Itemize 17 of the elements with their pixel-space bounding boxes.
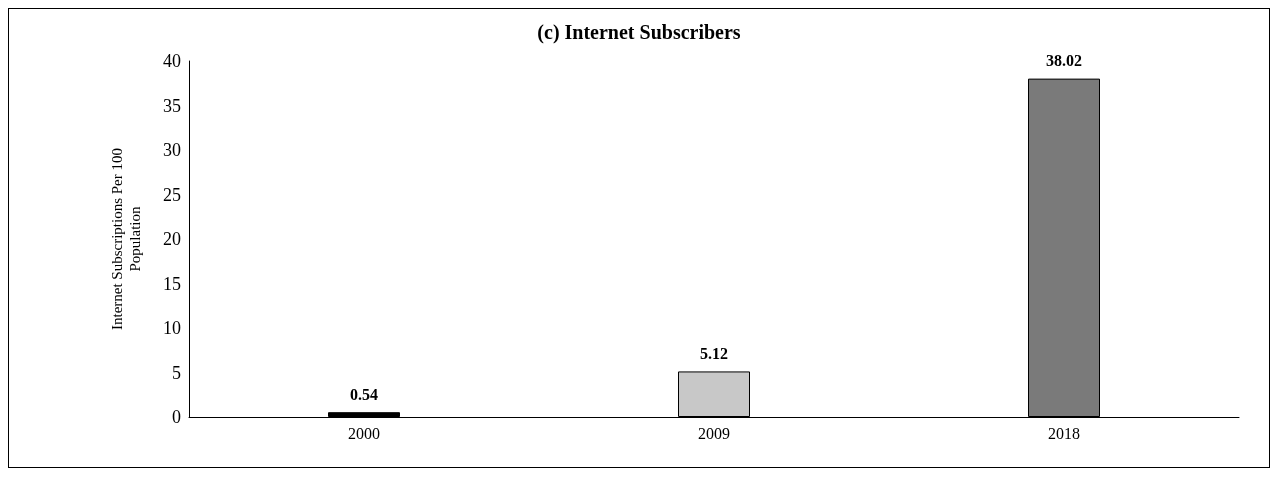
y-tick-label: 10 [163,318,181,338]
data-label: 38.02 [1046,52,1082,70]
data-label: 5.12 [700,344,728,362]
x-tick-label: 2000 [348,424,380,442]
y-tick-label: 35 [163,95,181,116]
y-tick-label: 5 [172,362,181,383]
y-axis-title: Internet Subscriptions Per 100 Population [109,147,143,331]
y-tick-label: 30 [163,140,181,160]
chart-title: (c) Internet Subscribers [537,21,741,44]
y-tick-label: 25 [163,184,181,205]
x-tick-label: 2018 [1048,424,1080,442]
x-tick-label: 2009 [698,424,730,442]
data-label: 0.54 [350,385,378,403]
y-tick-label: 40 [163,51,181,71]
y-tick-label: 20 [163,229,181,249]
y-tick-label: 15 [163,273,181,294]
y-tick-label: 0 [172,407,181,427]
